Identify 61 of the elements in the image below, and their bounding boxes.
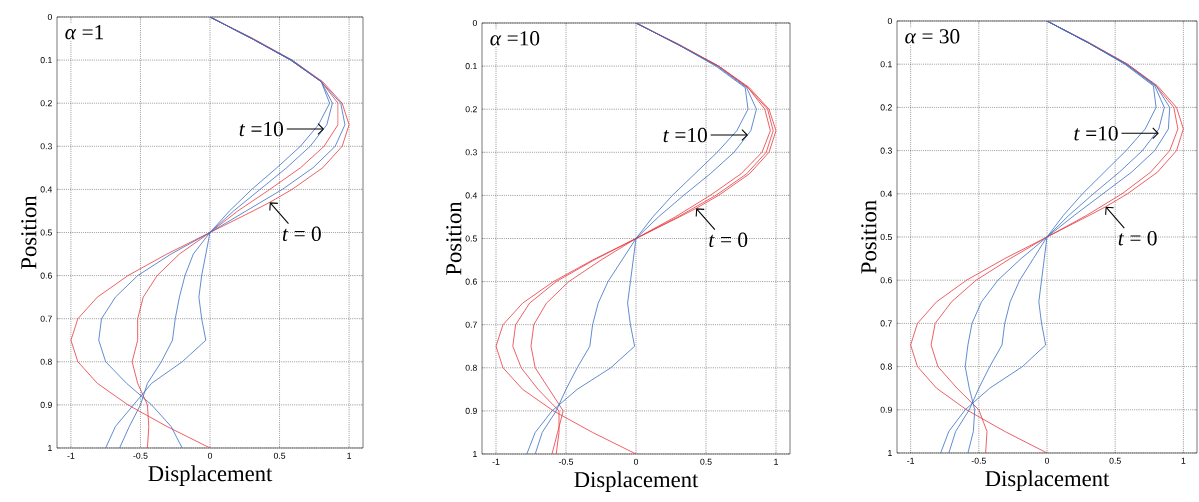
y-tick-label: 0.4: [465, 192, 478, 199]
x-tick-label: 1: [774, 458, 778, 465]
x-tick-label: 0: [1044, 457, 1050, 464]
y-tick-label: 0.1: [880, 61, 892, 68]
y-axis-title: Position: [21, 195, 37, 270]
x-axis-title: Displacement: [148, 465, 273, 486]
y-tick-label: 0.6: [40, 272, 52, 279]
x-tick-label: -1: [492, 458, 500, 465]
annotation: α = 30: [905, 29, 960, 44]
x-tick-label: 0.5: [273, 452, 286, 459]
y-tick-label: 0.2: [40, 100, 52, 107]
x-tick-label: -1: [67, 452, 75, 459]
y-tick-label: 0.4: [40, 186, 53, 193]
x-tick-label: 0: [633, 458, 639, 465]
x-tick-label: 0: [207, 452, 213, 459]
y-tick-label: 0.6: [880, 277, 892, 284]
x-tick-label: -0.5: [558, 458, 574, 465]
y-tick-label: 0.5: [880, 233, 892, 241]
y-tick-label: 0.8: [40, 358, 52, 365]
y-tick-label: 0.9: [880, 406, 892, 413]
y-tick-label: 0: [472, 19, 477, 27]
annotation: α =10: [490, 31, 540, 46]
annotation: t = 0: [709, 232, 748, 247]
y-tick-label: 0.8: [880, 363, 892, 370]
x-tick-label: 1: [347, 452, 352, 459]
x-axis-title: Displacement: [574, 471, 699, 492]
y-tick-label: 0.5: [40, 229, 52, 236]
y-tick-label: 1: [48, 445, 52, 451]
y-tick-label: 0.7: [465, 321, 477, 328]
y-axis-title: Position: [446, 201, 462, 275]
y-tick-label: 0.6: [465, 278, 477, 285]
y-tick-label: 0.9: [40, 401, 52, 408]
x-tick-label: -0.5: [133, 452, 148, 459]
y-tick-label: 0.7: [40, 315, 52, 322]
x-tick-label: 0.5: [1109, 457, 1121, 464]
y-tick-label: 0.1: [40, 57, 52, 64]
y-tick-label: 0: [47, 13, 52, 21]
annotation: t =10: [1074, 126, 1118, 141]
x-tick-label: 1: [1181, 457, 1186, 464]
y-tick-label: 0: [887, 17, 892, 25]
annotation: t =10: [663, 127, 707, 143]
y-tick-label: 0.8: [465, 364, 477, 371]
y-tick-label: 0.3: [465, 149, 477, 156]
y-axis-title: Position: [861, 200, 877, 274]
y-tick-label: 0.4: [880, 190, 893, 197]
y-tick-label: 0.3: [880, 147, 892, 154]
annotation: α =1: [65, 25, 104, 40]
x-tick-label: 0.5: [700, 458, 712, 465]
y-tick-label: 0.5: [465, 235, 477, 242]
annotation: t = 0: [1118, 231, 1157, 246]
y-tick-label: 0.7: [880, 320, 892, 327]
y-tick-label: 0.9: [465, 407, 477, 414]
annotation: t =10: [239, 121, 283, 137]
y-tick-label: 0.1: [465, 63, 477, 70]
x-tick-label: -1: [907, 457, 915, 464]
y-tick-label: 0.2: [465, 106, 477, 113]
y-tick-label: 0.2: [880, 104, 892, 111]
annotation: t = 0: [282, 226, 321, 241]
x-tick-label: -0.5: [971, 457, 986, 464]
y-tick-label: 0.3: [40, 143, 52, 150]
x-axis-title: Displacement: [985, 470, 1110, 491]
